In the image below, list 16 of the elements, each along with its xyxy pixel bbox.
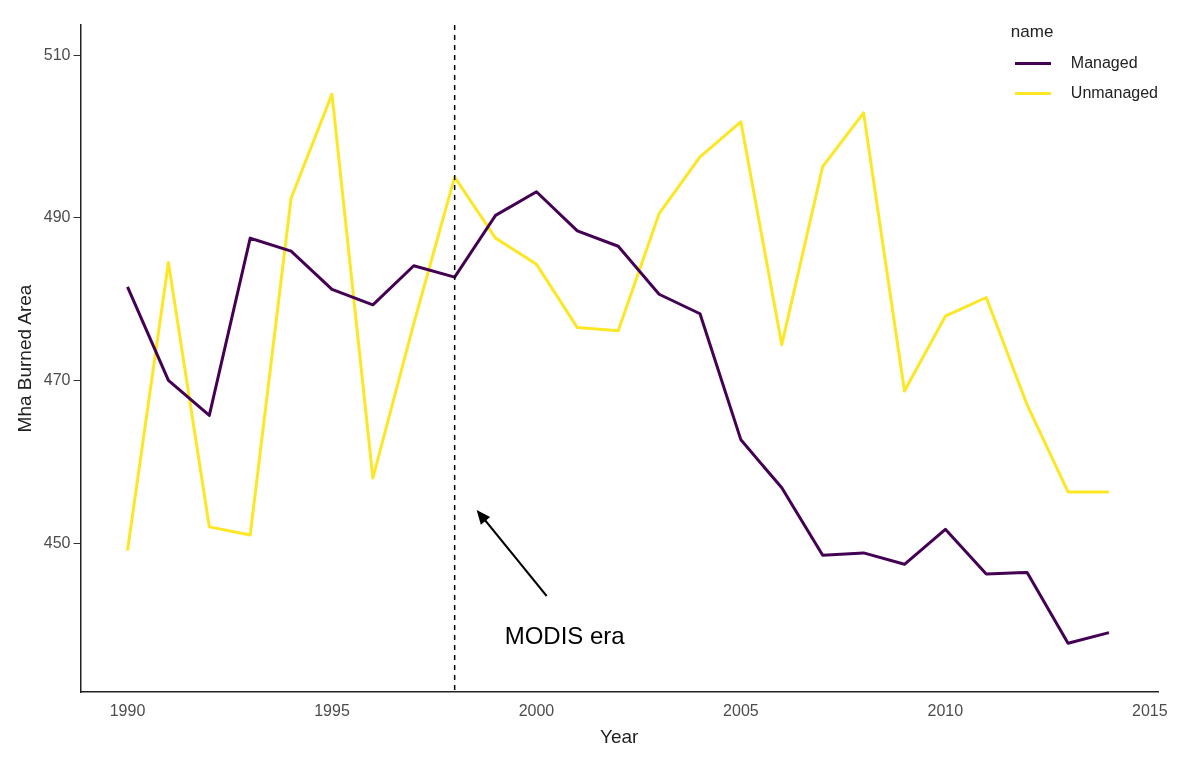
- legend-title: name: [1010, 22, 1055, 42]
- x-tick-label: 1995: [314, 702, 350, 720]
- x-tick-label: 2005: [723, 702, 759, 720]
- y-axis-title: Mha Burned Area: [13, 284, 35, 433]
- x-tick-label: 2015: [1132, 702, 1168, 720]
- x-tick-label: 2000: [518, 702, 555, 720]
- y-tick-label: 490: [43, 208, 71, 226]
- y-tick-label: 510: [43, 45, 71, 63]
- legend-label: Managed: [1070, 54, 1138, 72]
- y-tick-label: 450: [43, 533, 71, 551]
- y-tick-label: 470: [43, 370, 71, 388]
- x-axis-title: Year: [600, 725, 640, 747]
- legend-label: Unmanaged: [1070, 84, 1158, 102]
- x-tick-label: 1990: [109, 702, 146, 720]
- x-tick-label: 2010: [927, 702, 964, 720]
- annotation: MODIS era: [504, 622, 625, 650]
